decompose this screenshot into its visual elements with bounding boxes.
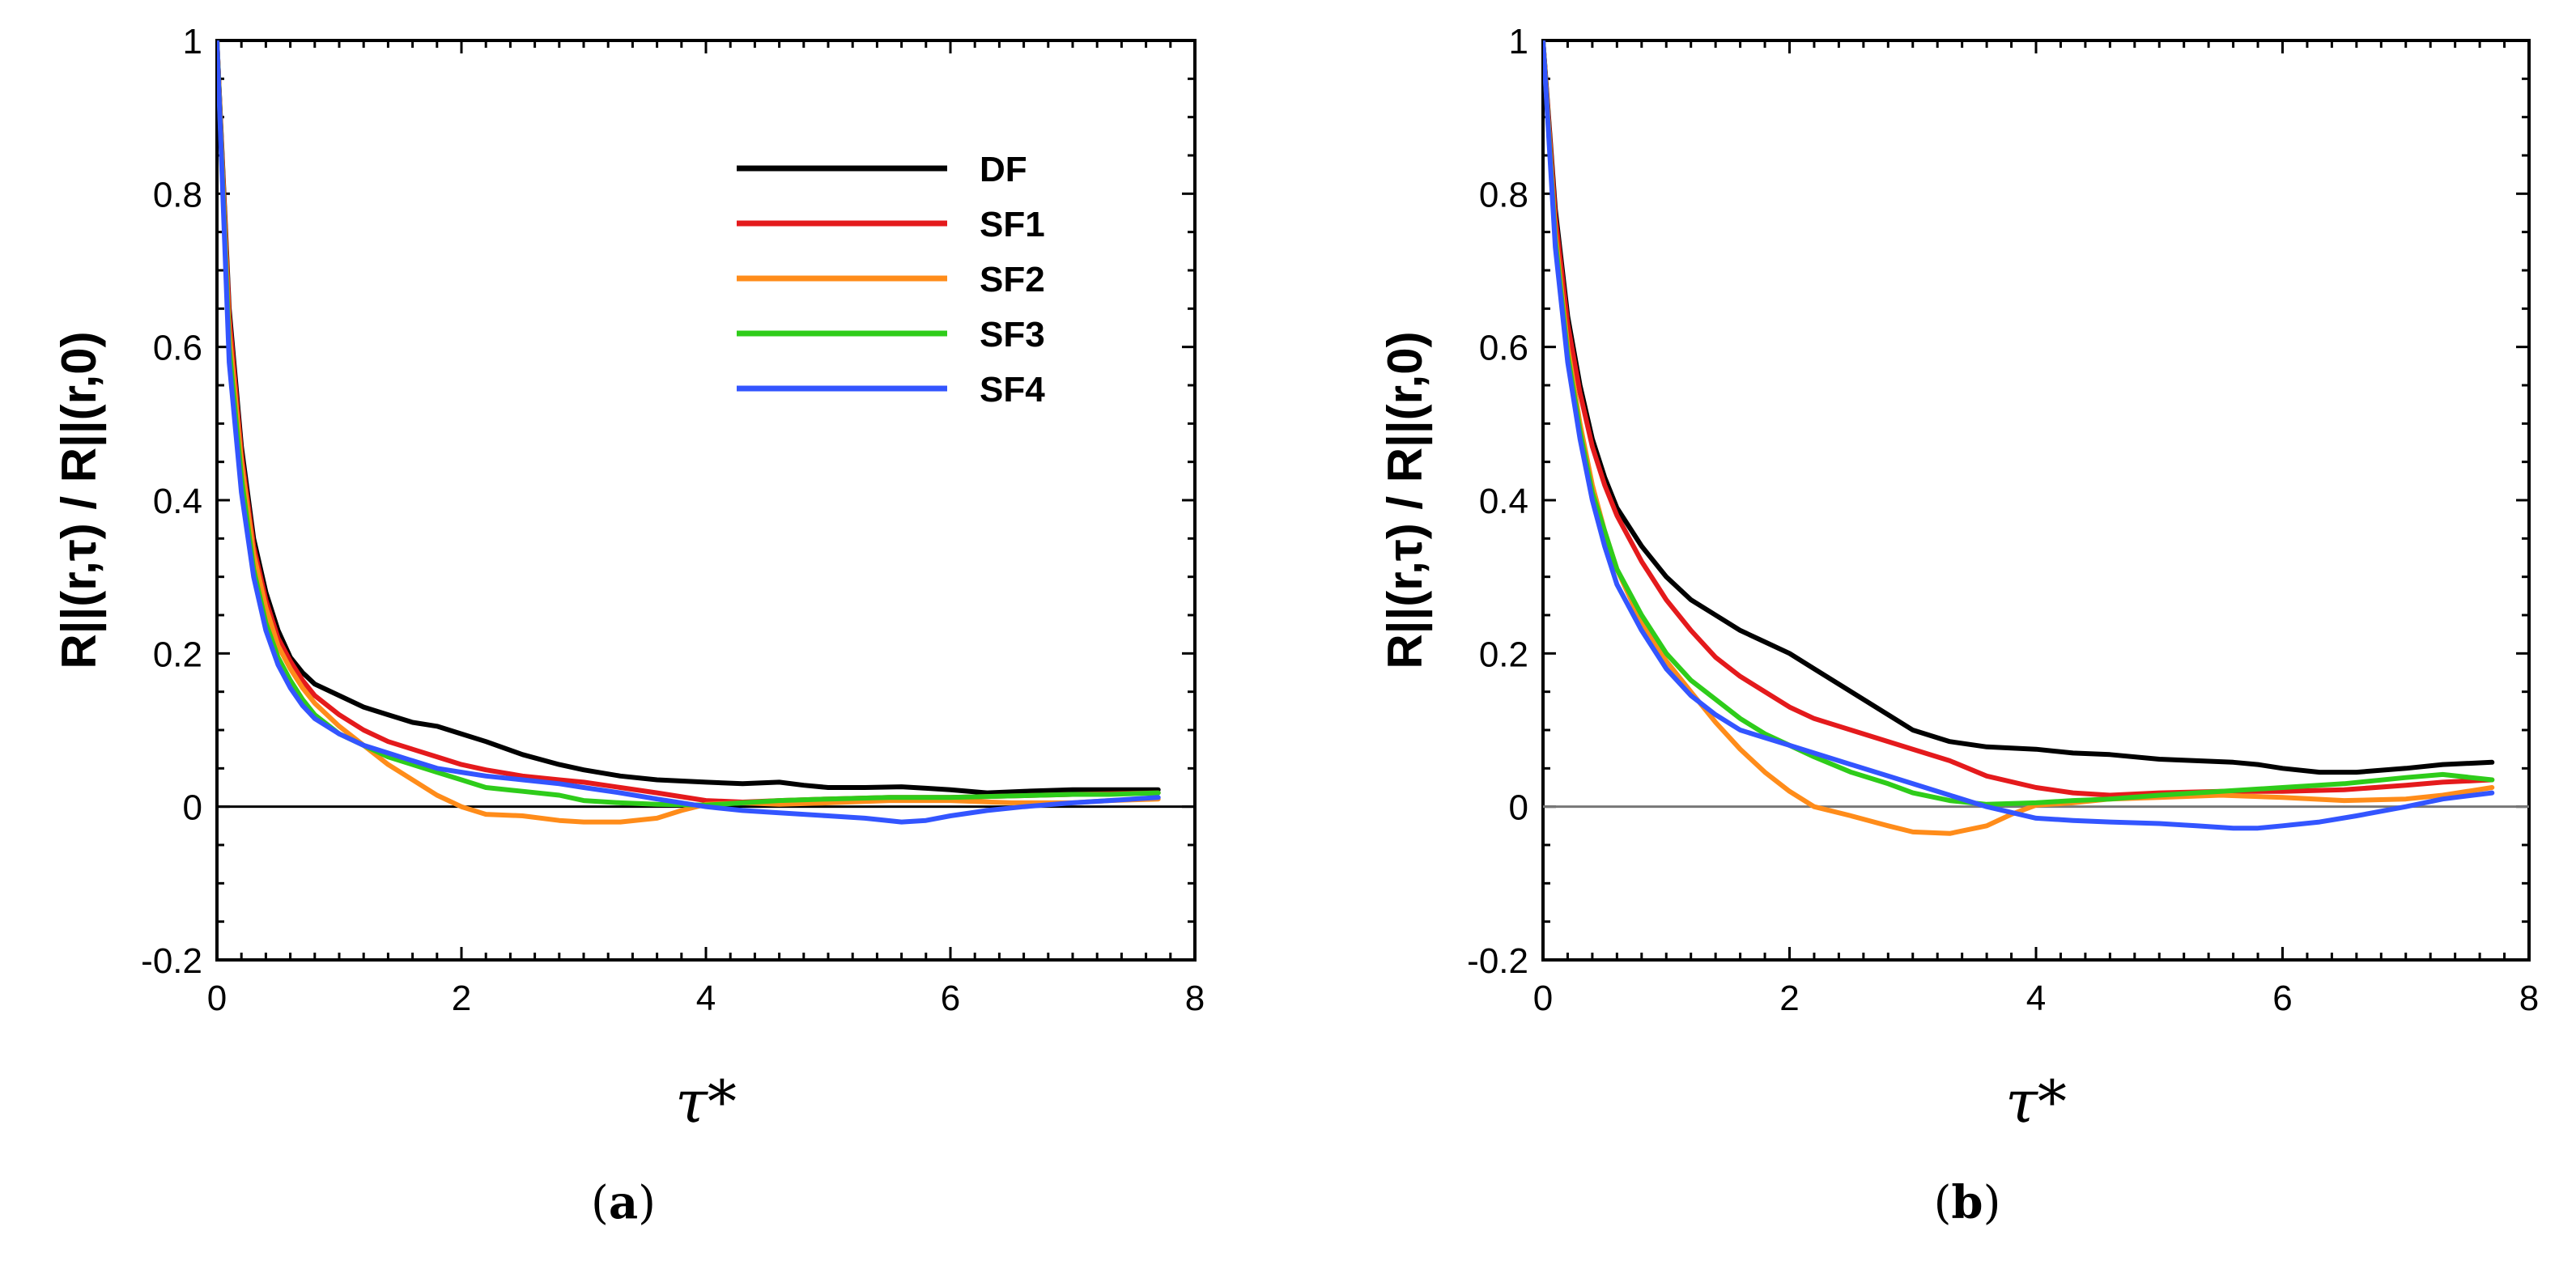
- x-tick-label: 6: [2272, 979, 2292, 1018]
- legend-label-sf4: SF4: [980, 370, 1045, 410]
- y-tick-label: 0.2: [1479, 635, 1528, 674]
- series-line-sf3: [217, 40, 1161, 808]
- y-tick-label: 0.4: [153, 482, 202, 521]
- panel-caption: (a): [591, 1176, 656, 1229]
- chart-panel-a: 0 2 4 6 8-0.200.20.40.60.81τ*R||(r,τ) / R||(…: [52, 22, 1205, 1229]
- legend-label-sf3: SF3: [980, 315, 1045, 355]
- y-tick-label: -0.2: [141, 941, 202, 981]
- y-tick-label: 0.8: [1479, 175, 1528, 214]
- y-tick-label: 0: [183, 788, 202, 828]
- y-tick-label: 0.6: [153, 329, 202, 368]
- y-axis-label: R||(r,τ) / R||(r,0): [1378, 331, 1433, 669]
- y-tick-label: 0.4: [1479, 482, 1528, 521]
- legend: DF SF1 SF2 SF3 SF4: [737, 150, 1045, 410]
- chart-panel-b: 0 2 4 6 8-0.200.20.40.60.81τ*R||(r,τ) / R||(…: [1378, 22, 2539, 1229]
- plot-frame: [215, 39, 1197, 962]
- plot-frame: [1541, 39, 2531, 962]
- x-tick-label: 4: [696, 979, 716, 1018]
- y-axis-label: R||(r,τ) / R||(r,0): [52, 331, 107, 669]
- legend-label-df: DF: [980, 150, 1027, 189]
- y-tick-label: 0: [1509, 788, 1528, 828]
- x-tick-label: 0: [1533, 979, 1553, 1018]
- legend-label-sf1: SF1: [980, 205, 1045, 244]
- panel-caption: (b): [1934, 1176, 2001, 1229]
- x-tick-label: 6: [941, 979, 960, 1018]
- x-tick-label: 8: [2519, 979, 2539, 1018]
- series-line-sf2: [1543, 40, 2495, 836]
- x-axis-label: τ*: [2005, 1068, 2067, 1136]
- x-axis-label: τ*: [675, 1068, 737, 1136]
- x-tick-label: 8: [1185, 979, 1205, 1018]
- y-tick-label: 1: [1509, 22, 1528, 62]
- x-tick-label: 0: [207, 979, 227, 1018]
- legend-label-sf2: SF2: [980, 260, 1045, 299]
- series-line-sf4: [1543, 40, 2495, 831]
- series-line-df: [1543, 40, 2495, 775]
- y-tick-label: 0.6: [1479, 329, 1528, 368]
- y-tick-label: 0.2: [153, 635, 202, 674]
- y-tick-label: 1: [183, 22, 202, 62]
- x-tick-label: 2: [1779, 979, 1799, 1018]
- x-tick-label: 2: [452, 979, 471, 1018]
- series-line-sf4: [217, 40, 1161, 825]
- y-tick-label: 0.8: [153, 175, 202, 214]
- series-line-sf2: [217, 40, 1161, 825]
- y-tick-label: -0.2: [1467, 941, 1528, 981]
- series-line-sf3: [1543, 40, 2495, 807]
- x-tick-label: 4: [2026, 979, 2046, 1018]
